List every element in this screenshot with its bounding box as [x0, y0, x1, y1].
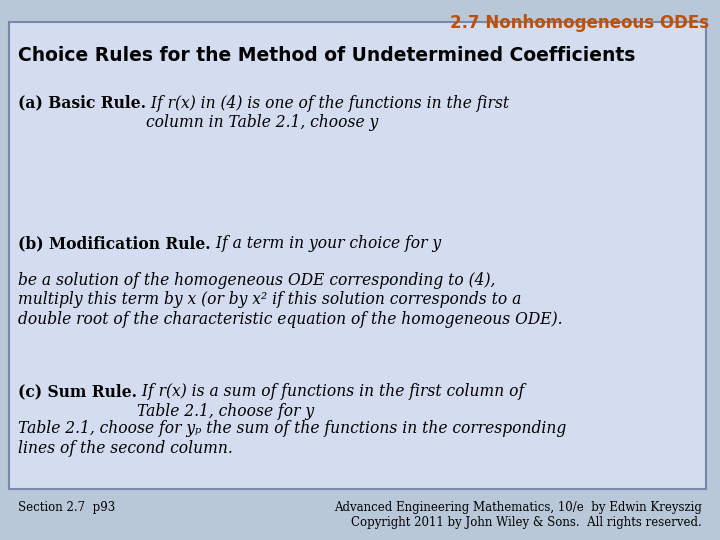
Text: If r(x) is a sum of functions in the first column of
Table 2.1, choose for y: If r(x) is a sum of functions in the fir… — [137, 383, 524, 420]
Text: Choice Rules for the Method of Undetermined Coefficients: Choice Rules for the Method of Undetermi… — [18, 46, 635, 65]
Text: (a) Basic Rule.: (a) Basic Rule. — [18, 94, 146, 111]
Text: Section 2.7  p93: Section 2.7 p93 — [18, 501, 115, 514]
Text: (c) Sum Rule.: (c) Sum Rule. — [18, 383, 137, 400]
Text: (b) Modification Rule.: (b) Modification Rule. — [18, 235, 211, 252]
Text: If r(x) in (4) is one of the functions in the first
column in Table 2.1, choose : If r(x) in (4) is one of the functions i… — [146, 94, 509, 131]
Text: Table 2.1, choose for yₚ the sum of the functions in the corresponding
lines of : Table 2.1, choose for yₚ the sum of the … — [18, 420, 566, 457]
Text: Advanced Engineering Mathematics, 10/e  by Edwin Kreyszig
Copyright 2011 by John: Advanced Engineering Mathematics, 10/e b… — [334, 501, 702, 529]
Text: 2.7 Nonhomogeneous ODEs: 2.7 Nonhomogeneous ODEs — [450, 14, 709, 31]
Text: be a solution of the homogeneous ODE corresponding to (4),
multiply this term by: be a solution of the homogeneous ODE cor… — [18, 272, 562, 328]
Text: If a term in your choice for y: If a term in your choice for y — [211, 235, 441, 252]
